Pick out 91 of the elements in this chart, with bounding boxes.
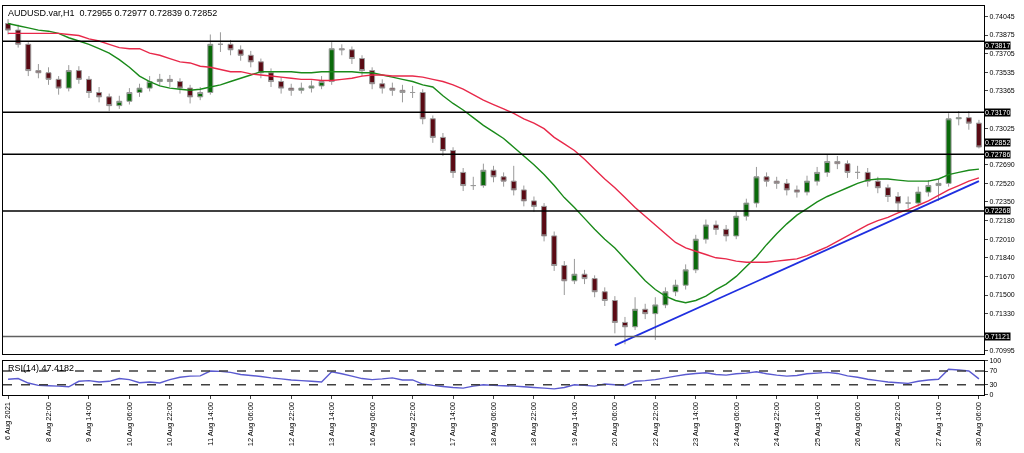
candlestick	[288, 83, 295, 97]
candlestick	[126, 87, 133, 106]
candlestick	[35, 63, 42, 79]
candlestick	[490, 165, 497, 183]
candlestick	[793, 185, 800, 199]
candlestick	[854, 165, 861, 180]
candlestick	[783, 178, 790, 196]
chart-title: AUDUSD.var,H1 0.72955 0.72977 0.72839 0.72852	[8, 8, 218, 18]
candlestick	[328, 41, 335, 86]
candlestick	[409, 85, 416, 99]
candlestick	[581, 269, 588, 285]
candlestick	[733, 211, 740, 240]
candlestick	[935, 178, 942, 202]
candlestick	[146, 75, 153, 92]
line-series	[7, 32, 980, 263]
candlestick	[945, 112, 952, 188]
candlestick	[642, 303, 649, 320]
candlestick	[359, 54, 365, 77]
candlestick	[622, 316, 628, 345]
candlestick	[470, 176, 477, 191]
candlestick	[85, 75, 92, 99]
candlestick	[925, 179, 932, 197]
candlestick	[601, 286, 608, 307]
candlestick	[571, 258, 578, 285]
candlestick	[419, 88, 426, 125]
candlestick	[905, 196, 912, 210]
line-series	[7, 22, 980, 304]
candlestick	[682, 263, 689, 291]
candlestick	[551, 231, 558, 272]
candlestick	[530, 196, 537, 213]
candlestick	[874, 176, 881, 194]
candlestick	[308, 79, 315, 93]
candlestick	[166, 74, 173, 88]
candlestick	[298, 82, 305, 95]
candlestick	[460, 167, 467, 192]
candlestick	[611, 295, 618, 334]
candlestick	[439, 132, 446, 157]
candlestick	[207, 33, 214, 96]
candlestick	[136, 83, 143, 98]
candlestick	[844, 159, 851, 179]
candlestick	[702, 218, 709, 245]
candlestick	[399, 84, 406, 103]
candlestick	[197, 86, 204, 101]
candlestick	[804, 175, 810, 196]
candlestick	[834, 155, 841, 170]
candlestick	[116, 95, 123, 110]
candlestick	[227, 39, 234, 56]
candlestick	[884, 183, 891, 203]
candlestick	[753, 166, 760, 208]
candlestick	[824, 154, 831, 178]
candlestick	[915, 186, 922, 207]
candlestick	[814, 166, 821, 187]
candlestick	[672, 279, 679, 297]
candlestick	[379, 78, 386, 95]
candlestick	[510, 165, 517, 196]
candlestick	[713, 220, 719, 236]
candlestick	[177, 77, 183, 95]
candlestick	[318, 75, 325, 90]
candlestick	[156, 73, 163, 87]
candlestick	[25, 41, 32, 77]
candlestick	[632, 296, 639, 331]
candlestick	[975, 119, 982, 149]
candlestick	[55, 75, 62, 96]
candlestick	[591, 274, 598, 298]
candlestick	[965, 110, 972, 131]
candlestick	[723, 224, 730, 242]
candlestick	[65, 64, 72, 92]
candlestick	[500, 171, 507, 188]
candlestick	[389, 82, 396, 97]
candlestick	[338, 43, 345, 56]
candlestick	[429, 114, 436, 144]
candlestick	[247, 50, 254, 68]
candlestick	[773, 176, 780, 190]
candlestick	[520, 185, 527, 207]
candlestick	[75, 65, 82, 85]
candlestick	[45, 66, 52, 86]
candlestick	[217, 31, 224, 53]
candlestick	[96, 86, 103, 103]
candlestick	[652, 296, 659, 341]
candlestick	[106, 93, 113, 112]
candlestick	[278, 76, 285, 95]
candlestick	[541, 202, 548, 242]
candlestick	[763, 171, 770, 188]
candlestick	[692, 234, 699, 274]
candlestick	[895, 191, 902, 213]
candlestick	[561, 260, 568, 296]
candlestick	[237, 44, 244, 62]
candlestick	[955, 110, 962, 126]
chart-title: RSI(14) 47.4182	[8, 363, 75, 373]
candlestick	[348, 46, 355, 65]
candlestick	[480, 163, 487, 189]
